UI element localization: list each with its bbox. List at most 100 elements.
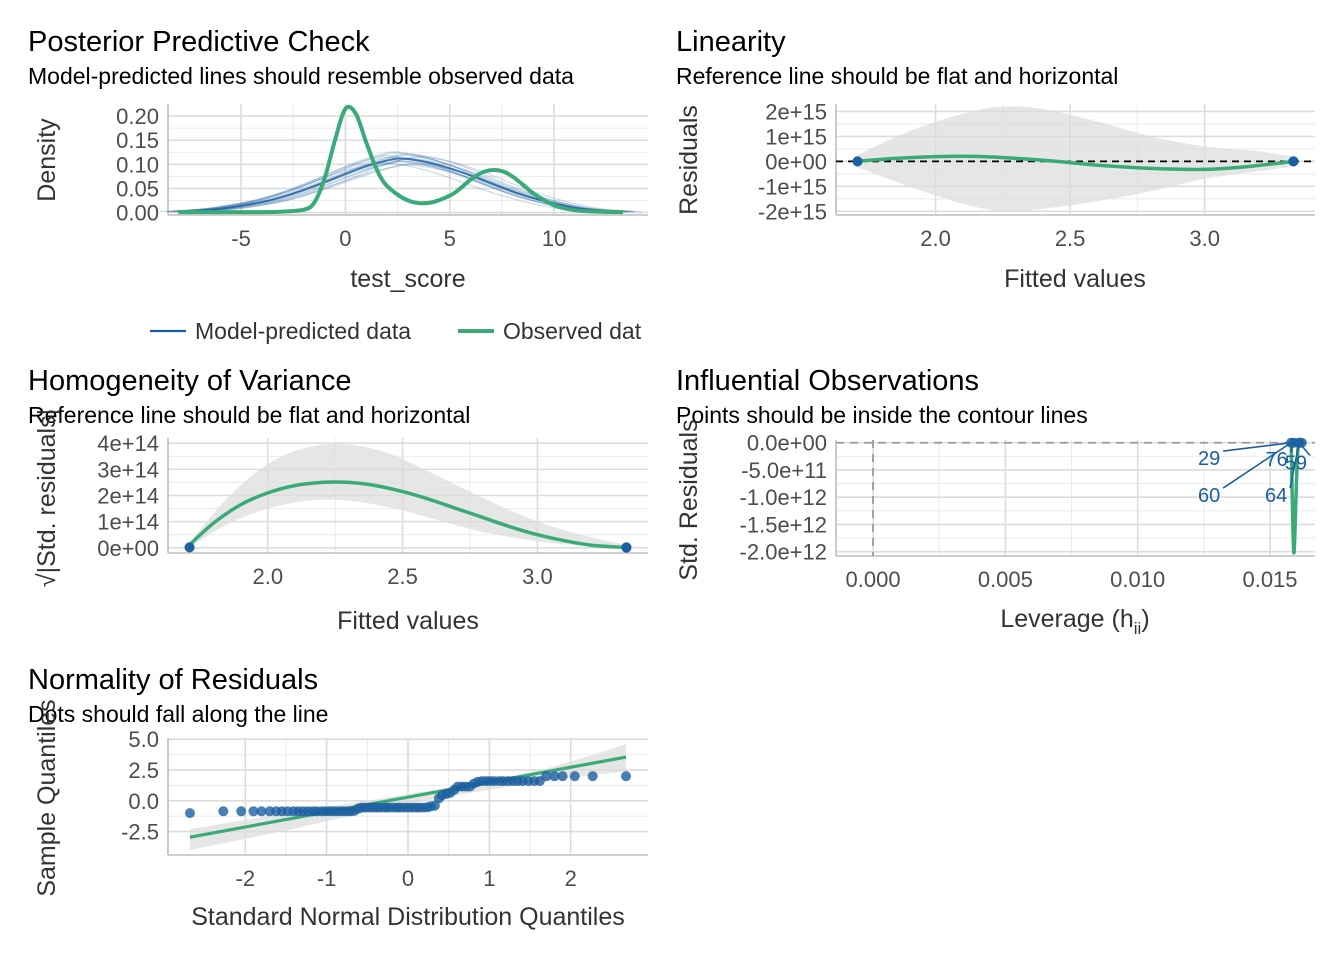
homogeneity-smooth-line xyxy=(185,480,627,550)
homogeneity-point xyxy=(184,542,195,553)
influence-x-axis-label: Leverage (hii) xyxy=(1000,605,1149,638)
normality-title: Normality of Residuals xyxy=(28,664,318,696)
linearity-title: Linearity xyxy=(676,26,786,58)
normality-y-axis-label: Sample Quantiles xyxy=(33,699,61,896)
influence-y-tick-label: 0.0e+00 xyxy=(747,431,827,456)
linearity-y-axis-label: Residuals xyxy=(675,105,703,215)
ppc-predicted-draw-line xyxy=(170,159,615,213)
legend-observed-label: Observed dat xyxy=(503,318,642,344)
normality-point xyxy=(557,771,568,782)
panel-influential-observations: Influential Observations Points should b… xyxy=(675,365,1315,638)
ppc-y-axis-label: Density xyxy=(33,118,61,202)
influence-y-axis-label: Std. Residuals xyxy=(675,419,703,580)
linearity-x-tick-label: 2.0 xyxy=(920,226,951,251)
normality-point xyxy=(236,806,247,817)
linearity-x-tick-label: 2.5 xyxy=(1055,226,1086,251)
linearity-x-axis-label: Fitted values xyxy=(1004,265,1146,293)
influence-point-label: 29 xyxy=(1198,448,1220,470)
influence-point xyxy=(1296,437,1307,448)
influence-x-axis-label-subscript: ii xyxy=(1134,619,1142,638)
normality-x-tick-label: 2 xyxy=(565,866,577,891)
homogeneity-x-tick-label: 2.0 xyxy=(252,564,283,589)
normality-y-tick-label: 5.0 xyxy=(128,727,159,752)
homogeneity-confidence-band xyxy=(186,443,627,550)
influence-y-tick-label: -2.0e+12 xyxy=(740,540,827,565)
linearity-point xyxy=(1288,156,1299,167)
ppc-predicted-draw-line xyxy=(167,156,613,213)
ppc-x-tick-label: -5 xyxy=(231,226,251,251)
normality-point xyxy=(621,771,632,782)
influence-y-tick-label: -5.0e+11 xyxy=(741,458,827,483)
normality-x-tick-label: 1 xyxy=(483,866,495,891)
influence-x-axis-label-main: Leverage (h xyxy=(1000,605,1133,633)
homogeneity-y-tick-label: 3e+14 xyxy=(97,457,159,482)
normality-subtitle: Dots should fall along the line xyxy=(28,701,328,727)
homogeneity-subtitle: Reference line should be flat and horizo… xyxy=(28,402,470,428)
normality-point xyxy=(256,806,267,817)
homogeneity-x-tick-label: 2.5 xyxy=(387,564,418,589)
normality-y-tick-label: 2.5 xyxy=(128,758,159,783)
ppc-legend: Model-predicted data Observed dat xyxy=(150,318,642,344)
panel-linearity: Linearity Reference line should be flat … xyxy=(675,26,1315,293)
influence-title: Influential Observations xyxy=(676,365,979,397)
ppc-y-tick-label: 0.00 xyxy=(116,201,159,226)
ppc-x-tick-label: 0 xyxy=(339,226,351,251)
homogeneity-y-tick-label: 4e+14 xyxy=(97,431,159,456)
normality-point xyxy=(218,806,229,817)
normality-point xyxy=(184,808,195,819)
homogeneity-title: Homogeneity of Variance xyxy=(28,365,351,397)
homogeneity-y-tick-label: 0e+00 xyxy=(97,536,159,561)
normality-plot-area: -2 -1 0 1 2 -2.5 0.0 2.5 5.0 xyxy=(121,727,648,891)
influence-point-label: 64 xyxy=(1265,485,1287,507)
influence-point-label: 60 xyxy=(1198,485,1220,507)
normality-y-tick-label: 0.0 xyxy=(128,789,159,814)
linearity-y-tick-label: 0e+00 xyxy=(765,149,827,174)
normality-x-tick-label: -2 xyxy=(236,866,256,891)
normality-point xyxy=(248,806,259,817)
ppc-predicted-draw-line xyxy=(197,156,642,213)
ppc-plot-area: -5 0 5 10 0.000.050.100.150.20 xyxy=(116,104,648,251)
homogeneity-x-axis-label: Fitted values xyxy=(337,607,479,635)
ppc-y-tick-label: 0.10 xyxy=(116,152,159,177)
linearity-confidence-band xyxy=(854,106,1294,212)
ppc-y-tick-label: 0.15 xyxy=(116,128,159,153)
ppc-y-tick-label: 0.05 xyxy=(116,176,159,201)
normality-x-axis-label: Standard Normal Distribution Quantiles xyxy=(191,903,625,931)
influence-point-label: 76 xyxy=(1266,449,1288,471)
influence-x-tick-label: 0.000 xyxy=(846,567,901,592)
normality-point xyxy=(549,771,560,782)
influence-point-label: 59 xyxy=(1285,452,1307,474)
influence-x-tick-label: 0.005 xyxy=(978,567,1033,592)
ppc-x-axis-label: test_score xyxy=(350,265,465,293)
linearity-x-tick-label: 3.0 xyxy=(1189,226,1220,251)
panel-posterior-predictive-check: Posterior Predictive Check Model-predict… xyxy=(28,26,648,344)
normality-point xyxy=(429,800,440,811)
ppc-title: Posterior Predictive Check xyxy=(28,26,370,58)
influence-label-segment xyxy=(1289,442,1300,489)
influence-label-segment xyxy=(1222,442,1292,489)
ppc-predicted-draw-line xyxy=(188,157,634,213)
normality-point xyxy=(569,771,580,782)
homogeneity-point xyxy=(621,542,632,553)
linearity-subtitle: Reference line should be flat and horizo… xyxy=(676,63,1118,89)
linearity-smooth-line xyxy=(854,154,1294,172)
influence-x-axis-label-close: ) xyxy=(1141,605,1149,633)
influence-x-tick-label: 0.010 xyxy=(1110,567,1165,592)
influence-label-segment xyxy=(1223,441,1292,452)
influence-subtitle: Points should be inside the contour line… xyxy=(676,402,1088,428)
ppc-observed-line xyxy=(178,104,624,215)
influence-x-tick-label: 0.015 xyxy=(1242,567,1297,592)
panel-normality-of-residuals: Normality of Residuals Dots should fall … xyxy=(28,664,648,931)
ppc-predicted-draw-line xyxy=(186,153,632,213)
ppc-subtitle: Model-predicted lines should resemble ob… xyxy=(28,63,574,89)
normality-point xyxy=(587,771,598,782)
ppc-predicted-draw-line xyxy=(159,162,605,213)
ppc-y-tick-label: 0.20 xyxy=(116,104,159,129)
influence-y-tick-label: -1.5e+12 xyxy=(740,512,827,537)
normality-reference-line xyxy=(189,755,627,839)
ppc-x-tick-label: 10 xyxy=(542,226,566,251)
normality-point xyxy=(541,771,552,782)
